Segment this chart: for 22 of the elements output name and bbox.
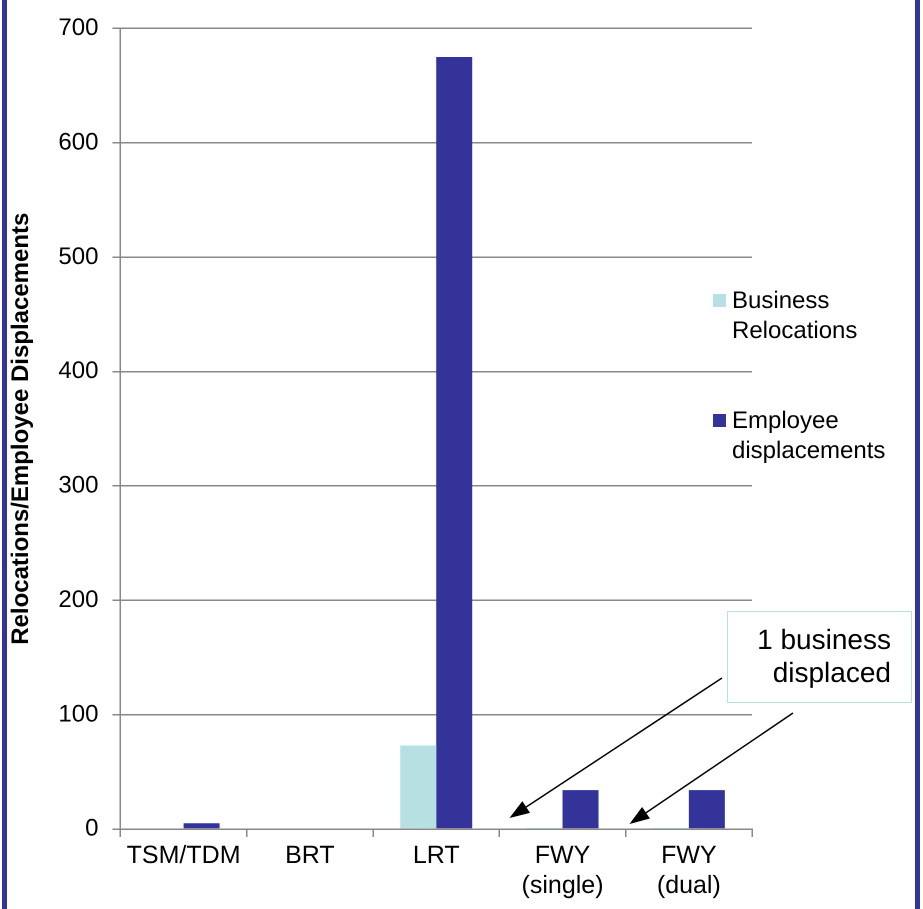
y-tick-label: 600 xyxy=(58,128,98,156)
legend-label: Business Relocations xyxy=(732,286,858,346)
legend-label: Employee displacements xyxy=(732,406,886,466)
y-axis-title: Relocations/Employee Displacements xyxy=(6,212,34,645)
bar xyxy=(688,790,725,828)
y-tick-label: 500 xyxy=(58,242,98,270)
x-tick-label: FWY (single) xyxy=(522,840,604,899)
y-tick-label: 400 xyxy=(58,357,98,384)
bar xyxy=(562,790,599,828)
x-tick-label: TSM/TDM xyxy=(126,840,241,869)
y-tick-label: 100 xyxy=(58,700,98,728)
bar xyxy=(184,823,220,828)
y-tick-label: 700 xyxy=(58,14,98,42)
y-tick-label: 300 xyxy=(58,472,98,499)
x-tick-label: BRT xyxy=(285,840,335,869)
y-tick-label: 200 xyxy=(58,586,98,613)
bar xyxy=(436,56,472,828)
y-tick-label: 0 xyxy=(85,814,98,842)
text: 1 business displaced xyxy=(757,623,891,689)
x-tick-label: LRT xyxy=(412,840,460,869)
bar xyxy=(400,746,436,828)
x-tick-label: FWY (dual) xyxy=(656,840,721,899)
